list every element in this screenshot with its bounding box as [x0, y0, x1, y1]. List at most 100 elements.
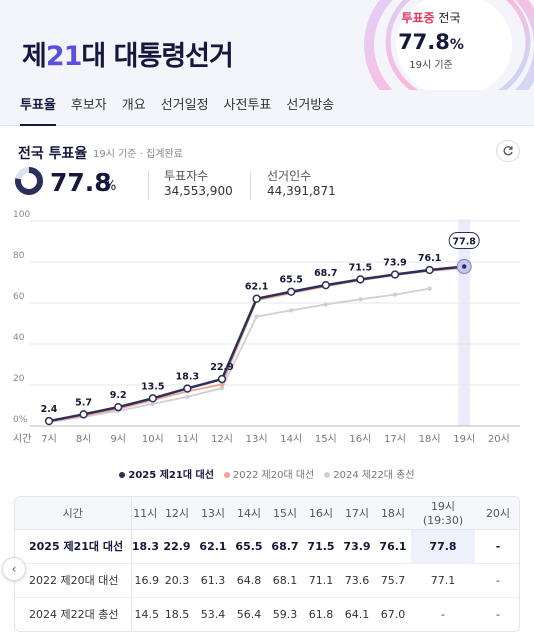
col-header: 14시: [231, 497, 267, 530]
y-tick-label: 100: [13, 210, 30, 220]
table-cell: 75.7: [375, 563, 411, 598]
table-row: 2025 제21대 대선 18.3 22.9 62.1 65.5 68.7 71…: [15, 529, 519, 564]
table-cell: 76.1: [375, 529, 411, 564]
col-header: 12시: [159, 497, 195, 530]
data-point: [358, 297, 363, 302]
data-point: [323, 302, 328, 307]
col-header: 11시: [131, 497, 159, 530]
legend-label: 2024 제22대 총선: [333, 470, 415, 481]
tab-turnout[interactable]: 투표율: [20, 90, 56, 126]
col-header: 18시: [375, 497, 411, 530]
tab-early-voting[interactable]: 사전투표: [223, 98, 272, 113]
data-label: 18.3: [176, 371, 199, 382]
divider: [250, 170, 251, 200]
scroll-left-button[interactable]: ‹: [2, 557, 26, 581]
x-tick-label: 19시: [453, 433, 475, 445]
chart-legend: 2025 제21대 대선 2022 제20대 대선 2024 제22대 총선: [0, 466, 534, 481]
page-title: 제21대 대통령선거: [22, 41, 234, 72]
table-cell: 71.5: [303, 529, 339, 564]
data-point: [219, 385, 225, 391]
legend-label: 2025 제21대 대선: [128, 470, 214, 481]
data-point: [183, 384, 192, 393]
decorative-rings: [364, 0, 534, 90]
data-label: 5.7: [75, 397, 92, 408]
data-label: 68.7: [314, 268, 337, 279]
tab-schedule[interactable]: 선거일정: [160, 98, 209, 113]
x-tick-label: 11시: [176, 433, 198, 445]
table-cell: -: [475, 529, 519, 564]
data-label: 2.4: [41, 404, 58, 415]
table-corner: 시간: [15, 497, 132, 530]
row-label: 2024 제22대 총선: [15, 597, 132, 631]
table-cell: 59.3: [272, 607, 298, 621]
data-point: [44, 416, 54, 426]
table-cell: 68.7: [267, 529, 303, 564]
x-tick-label: 8시: [76, 433, 92, 445]
data-label: 73.9: [383, 258, 406, 269]
legend-dot: [223, 472, 230, 478]
x-tick-label: 7시: [41, 433, 57, 445]
live-turnout-badge: 투표중 전국 77.8% 19시 기준: [386, 9, 476, 71]
table-cell: 71.1: [303, 563, 339, 598]
data-label: 9.2: [110, 390, 127, 401]
col-header: 17시: [339, 497, 375, 530]
y-tick-label: 60: [13, 292, 25, 302]
tab-overview[interactable]: 개요: [121, 98, 146, 113]
table-cell: -: [441, 607, 445, 621]
table-cell: 14.5: [134, 607, 160, 621]
table-cell: 68.1: [267, 563, 303, 598]
x-tick-label: 14시: [280, 433, 302, 445]
table-cell: 61.3: [195, 563, 231, 598]
refresh-button[interactable]: [496, 140, 520, 162]
data-point: [79, 410, 88, 419]
live-time: 19시 기준: [409, 60, 453, 71]
table-header-row: 시간 11시 12시 13시 14시 15시 16시 17시 18시 19시(1…: [15, 497, 519, 530]
data-point: [356, 275, 365, 284]
data-point: [425, 265, 434, 275]
tab-broadcast[interactable]: 선거방송: [286, 98, 335, 113]
table-cell: 73.6: [339, 563, 375, 598]
col-header: 15시: [267, 497, 303, 530]
chevron-left-icon: ‹: [11, 562, 17, 576]
table-cell: 67.0: [380, 607, 406, 621]
data-label: 76.1: [418, 253, 441, 264]
legend-item[interactable]: 2022 제20대 대선: [223, 466, 314, 481]
turnout-table: 시간 11시 12시 13시 14시 15시 16시 17시 18시 19시(1…: [14, 496, 520, 632]
divider: [148, 170, 149, 200]
legend-item[interactable]: 2024 제22대 총선: [324, 466, 415, 481]
y-tick-label: 40: [13, 333, 25, 343]
data-point: [390, 270, 400, 279]
data-label: 77.8: [452, 237, 476, 248]
col-header: 20시: [475, 497, 519, 530]
legend-dot: [119, 472, 126, 478]
callout-bubble: [448, 232, 480, 250]
highlight-band: [458, 219, 471, 426]
x-tick-label: 13시: [246, 433, 268, 445]
legend-item[interactable]: 2025 제21대 대선: [119, 466, 214, 481]
data-point: [219, 382, 225, 387]
data-label: 13.5: [141, 381, 164, 392]
live-tag: 투표중: [401, 11, 435, 25]
col-header: 16시: [303, 497, 339, 530]
data-point: [252, 294, 261, 303]
data-point: [321, 281, 330, 290]
table-cell: 18.5: [164, 607, 190, 621]
electors-label: 선거인수: [267, 169, 312, 183]
tab-candidates[interactable]: 후보자: [70, 98, 107, 113]
data-point: [217, 374, 227, 384]
table-cell: 73.9: [339, 529, 375, 564]
table-cell: 22.9: [159, 529, 195, 564]
x-tick-label: 20시: [488, 433, 510, 445]
y-tick-label: 0%: [13, 415, 28, 425]
data-point: [254, 314, 259, 319]
live-scope: 전국: [438, 11, 461, 25]
data-label: 22.9: [210, 362, 233, 373]
table-cell: 16.9: [131, 563, 159, 598]
table-cell: 64.1: [344, 607, 370, 621]
data-label: 71.5: [349, 262, 372, 273]
table-cell: 20.3: [159, 563, 195, 598]
table-cell: 77.1: [411, 563, 475, 598]
tab-bar: 투표율 후보자 개요 선거일정 사전투표 선거방송: [0, 90, 534, 126]
table-cell: 62.1: [195, 529, 231, 564]
turnout-rate: 77.8: [50, 168, 112, 197]
